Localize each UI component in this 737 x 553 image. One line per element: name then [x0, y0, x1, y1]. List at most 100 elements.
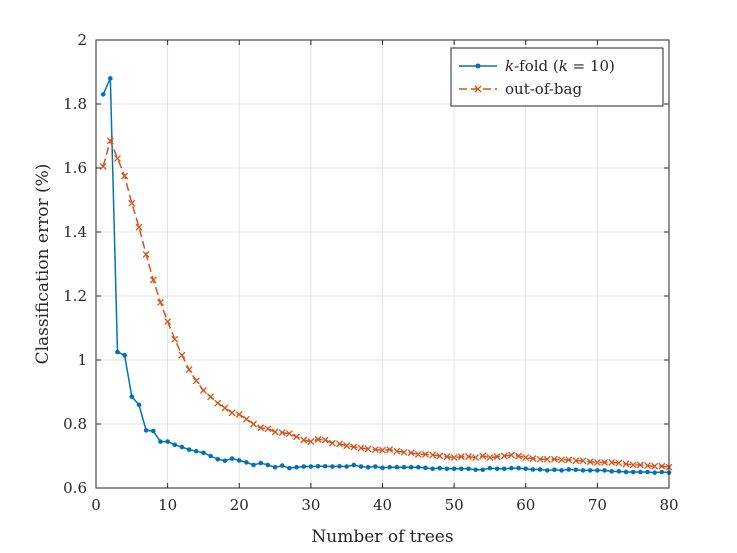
data-point: [400, 448, 408, 456]
data-point: [636, 461, 644, 469]
data-point: [308, 464, 314, 469]
legend-entry-kfold: k-fold (k = 10): [459, 57, 615, 75]
data-point: [257, 424, 265, 432]
data-point: [480, 467, 486, 473]
x-tick-label: 0: [91, 496, 101, 514]
data-point: [579, 457, 587, 465]
data-point: [644, 462, 651, 470]
data-point: [199, 386, 207, 394]
data-point: [393, 447, 401, 455]
legend-kfold-before: -fold (: [514, 57, 559, 75]
legend-x-mark: [474, 85, 482, 93]
data-point: [394, 464, 400, 470]
data-point: [242, 415, 250, 423]
data-point: [106, 137, 114, 145]
data-point: [108, 76, 113, 81]
data-point: [458, 466, 464, 472]
legend-marker-kfold: [475, 63, 481, 69]
data-point: [651, 462, 659, 470]
data-point: [422, 450, 429, 458]
data-point: [638, 469, 643, 475]
legend-label-oob: out-of-bag: [505, 80, 582, 98]
data-point: [586, 458, 594, 466]
data-point: [357, 444, 365, 452]
series-line: [102, 138, 670, 468]
data-point: [379, 446, 386, 454]
data-point: [272, 464, 278, 470]
data-point: [659, 469, 665, 475]
data-point: [157, 298, 164, 306]
y-tick-label: 1.6: [63, 159, 87, 177]
legend-k2-italic: k: [559, 57, 568, 75]
data-point: [530, 467, 536, 472]
x-tick-label: 70: [588, 496, 607, 514]
data-point: [164, 318, 172, 326]
legend-kfold-after: = 10): [568, 57, 615, 75]
data-point: [509, 465, 514, 471]
data-point: [629, 461, 637, 469]
data-point: [115, 349, 120, 355]
data-point: [228, 409, 236, 417]
data-point: [473, 467, 478, 473]
data-point: [423, 465, 428, 471]
data-point: [472, 454, 480, 462]
data-point: [251, 462, 256, 468]
data-point: [645, 469, 650, 475]
data-point: [149, 276, 157, 284]
data-point: [179, 444, 185, 450]
data-point: [99, 162, 107, 170]
x-tick-label: 40: [373, 496, 392, 514]
data-point: [493, 453, 501, 461]
data-point: [135, 223, 143, 231]
data-point: [358, 464, 364, 469]
data-point: [601, 458, 608, 466]
data-point: [523, 466, 529, 472]
data-point: [114, 154, 121, 162]
data-point: [258, 460, 264, 466]
data-point: [609, 469, 614, 474]
x-tick-label: 20: [230, 496, 249, 514]
data-point: [371, 446, 379, 454]
legend-label-kfold: k-fold (k = 10): [505, 57, 615, 75]
data-point: [285, 430, 293, 438]
data-point: [464, 453, 472, 461]
data-point: [344, 464, 349, 469]
data-point: [244, 460, 249, 465]
data-point: [328, 439, 336, 447]
data-point: [100, 92, 106, 97]
data-point: [222, 458, 228, 464]
x-axis-label: Number of trees: [311, 527, 453, 547]
data-point: [443, 453, 451, 461]
data-point: [279, 463, 285, 468]
data-point: [516, 465, 521, 471]
data-point: [595, 468, 600, 473]
data-point: [615, 459, 623, 467]
data-point: [593, 458, 601, 466]
data-point: [558, 456, 566, 464]
data-point: [622, 460, 630, 468]
data-point: [142, 250, 150, 258]
data-point: [430, 466, 435, 472]
data-point: [314, 435, 322, 443]
data-point: [307, 438, 315, 446]
data-point: [214, 399, 222, 407]
data-point: [207, 393, 215, 401]
x-tick-label: 60: [516, 496, 535, 514]
data-point: [208, 453, 213, 459]
data-point: [587, 468, 593, 473]
data-point: [401, 464, 407, 470]
y-tick-label: 0.8: [63, 415, 87, 433]
y-axis-label: Classification error (%): [33, 164, 53, 365]
data-point: [507, 451, 515, 459]
series-kfold: [100, 76, 672, 475]
data-point: [537, 467, 543, 472]
y-tick-label: 1: [77, 351, 87, 369]
data-point: [336, 440, 343, 448]
data-point: [265, 462, 271, 468]
data-point: [185, 366, 193, 374]
data-point: [529, 455, 537, 463]
data-point: [616, 469, 622, 474]
data-point: [172, 442, 178, 448]
data-point: [414, 450, 422, 458]
data-point: [444, 466, 450, 472]
